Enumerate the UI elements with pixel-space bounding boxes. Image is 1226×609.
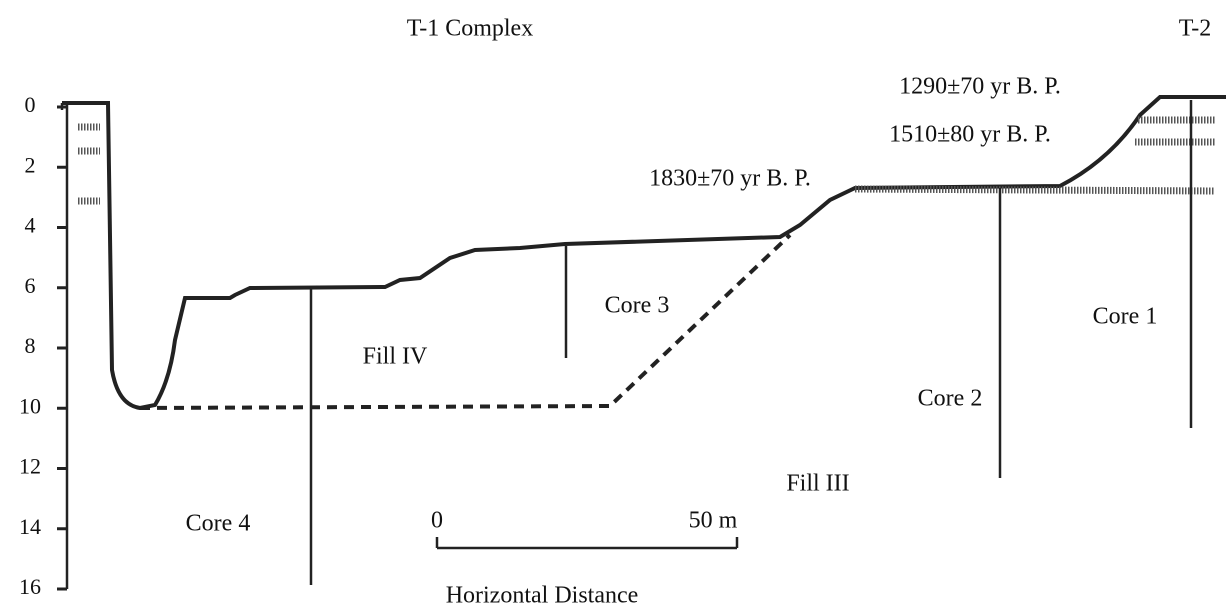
scale-label: Horizontal Distance — [446, 583, 639, 609]
cores — [309, 100, 1193, 585]
tick-label: 6 — [25, 273, 36, 298]
tick-label: 16 — [19, 574, 41, 599]
tick-label: 0 — [25, 92, 36, 117]
tick-label: 10 — [19, 393, 41, 418]
surface-profile — [62, 95, 1226, 411]
scale-start: 0 — [431, 508, 443, 534]
title: T-1 Complex — [407, 16, 533, 42]
tick-label: 12 — [19, 454, 41, 479]
core-label: Core 2 — [918, 386, 983, 412]
fill-label: Fill III — [786, 471, 849, 497]
tick-label: 2 — [25, 152, 36, 177]
date-label: 1290±70 yr B. P. — [899, 74, 1061, 100]
dated-layer — [78, 116, 1216, 205]
tick-label: 14 — [19, 514, 41, 539]
title: T-2 — [1179, 16, 1211, 42]
fill-label: Fill IV — [363, 344, 428, 370]
core-label: Core 1 — [1093, 304, 1158, 330]
scale-end: 50 m — [689, 508, 738, 534]
tick-label: 4 — [25, 213, 36, 238]
scale-bar — [435, 537, 739, 550]
depth-ticks: 0 2 4 6 8 10 12 14 16 — [19, 92, 67, 599]
core-label: Core 4 — [186, 511, 251, 537]
date-label: 1830±70 yr B. P. — [649, 166, 811, 192]
fill-boundary — [139, 233, 792, 410]
core-label: Core 3 — [605, 293, 670, 319]
date-label: 1510±80 yr B. P. — [889, 122, 1051, 148]
tick-label: 8 — [25, 333, 36, 358]
profile — [60, 95, 1226, 411]
